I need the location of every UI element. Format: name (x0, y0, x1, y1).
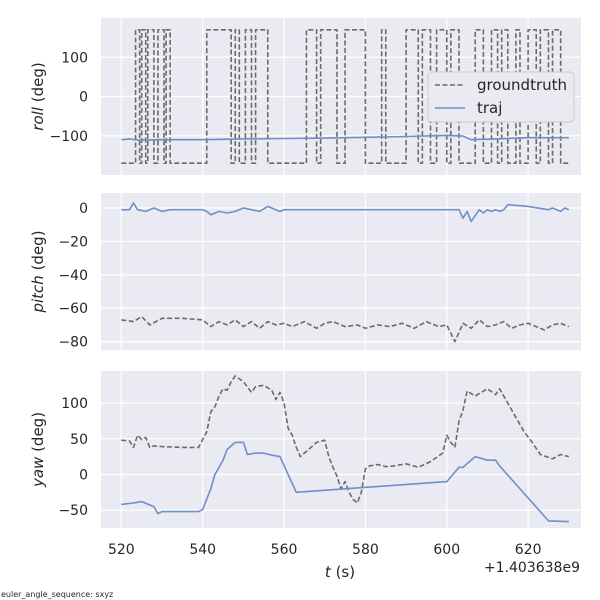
x-tick-label: 600 (433, 542, 460, 558)
series-line-traj (121, 441, 569, 523)
y-tick-label: 0 (79, 90, 88, 106)
y-tick-label: 0 (79, 467, 88, 483)
series-group (121, 375, 570, 523)
y-tick-label: 0 (79, 201, 88, 217)
y-axis-label-pitch: pitch (deg) (29, 230, 47, 313)
y-tick-label: −40 (58, 268, 88, 284)
x-offset-label: +1.403638e9 (484, 560, 580, 576)
x-tick-label: 520 (108, 542, 135, 558)
panel-yaw: 100 50 0 −50 yaw (deg) 520 540 560 580 600 620 (29, 371, 581, 558)
x-axis-label: t (s) (325, 563, 355, 581)
series-group (121, 28, 569, 165)
series-group (121, 202, 570, 343)
series-line-groundtruth (121, 315, 570, 343)
y-tick-label: 50 (70, 432, 88, 448)
y-tick-label: 100 (61, 50, 88, 66)
series-line-groundtruth (121, 375, 570, 504)
legend-label: traj (477, 99, 502, 117)
y-tick-label: −20 (58, 234, 88, 250)
legend-label: groundtruth (477, 76, 567, 94)
legend: groundtruth traj (427, 71, 575, 123)
x-tick-label: 560 (271, 542, 298, 558)
series-line-groundtruth (121, 28, 569, 165)
x-tick-label: 580 (352, 542, 379, 558)
x-tick-label: 620 (515, 542, 542, 558)
y-tick-label: −100 (50, 129, 88, 145)
y-tick-label: −60 (58, 301, 88, 317)
panel-pitch: 0 −20 −40 −60 −80 pitch (deg) (29, 193, 581, 351)
plot-area (101, 371, 581, 528)
y-axis-label-yaw: yaw (deg) (29, 412, 47, 488)
legend-box (427, 71, 575, 123)
x-tick-label: 540 (189, 542, 216, 558)
series-line-traj (121, 202, 570, 223)
series-line-traj (121, 134, 569, 141)
y-tick-label: −80 (58, 335, 88, 351)
y-tick-label: 100 (61, 396, 88, 412)
plot-area (101, 193, 581, 350)
footnote: euler_angle_sequence: sxyz (1, 590, 113, 599)
y-axis-label-roll: roll (deg) (29, 62, 47, 130)
y-tick-label: −50 (58, 503, 88, 519)
